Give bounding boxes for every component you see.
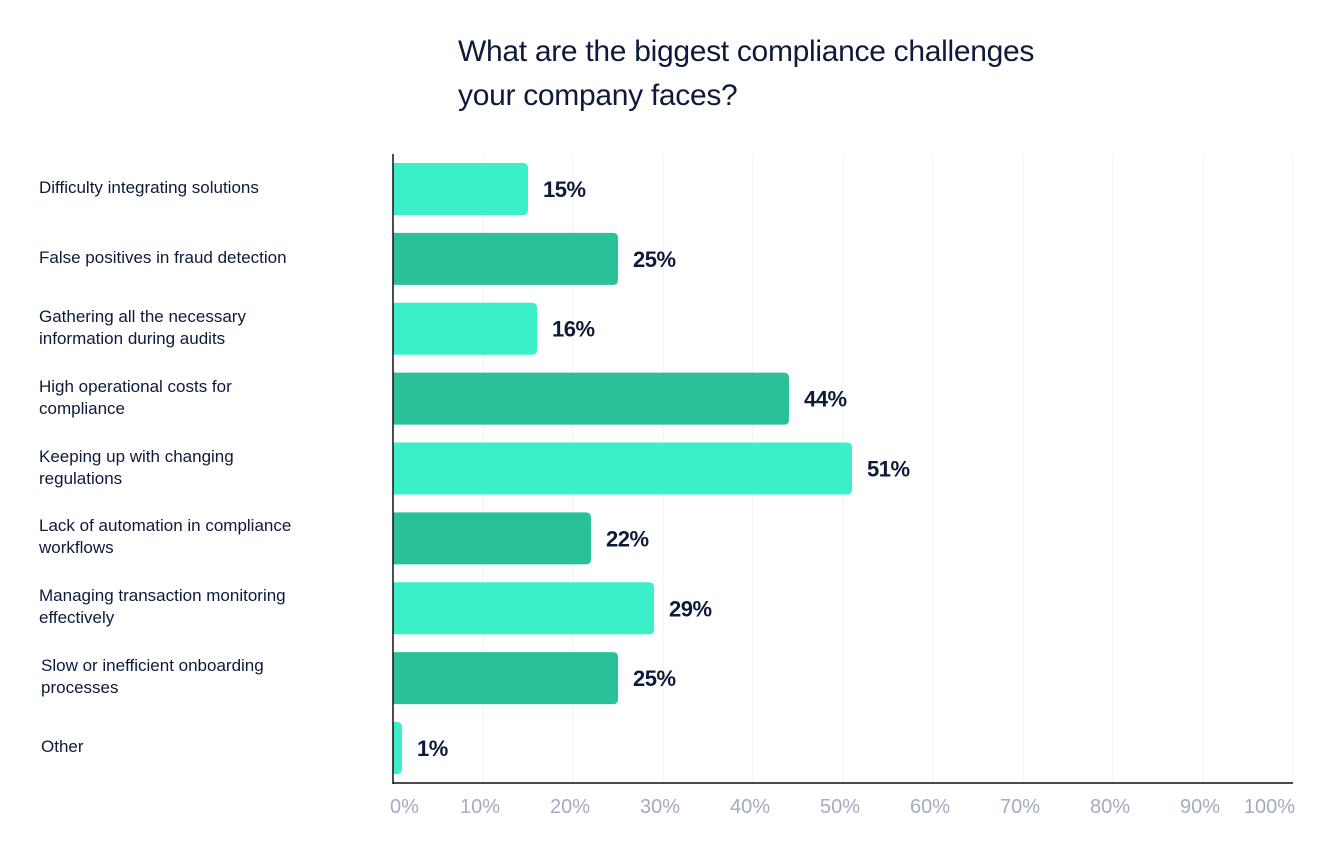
category-label-line: False positives in fraud detection: [39, 247, 287, 267]
category-label-6: Managing transaction monitoring effective…: [39, 585, 359, 629]
category-label-line: High operational costs for: [39, 376, 232, 396]
x-tick-label-70: 70%: [1000, 796, 1040, 818]
category-label-line: Slow or inefficient onboarding: [41, 656, 264, 676]
category-label-5: Lack of automation in compliance workflow…: [39, 515, 359, 559]
chart-title-line-1: What are the biggest compliance challeng…: [458, 35, 1035, 68]
category-label-3: High operational costs for compliance: [39, 376, 359, 420]
chart-title: What are the biggest compliance challeng…: [458, 30, 1158, 118]
x-tick-label-60: 60%: [910, 796, 950, 818]
bar-1: [393, 232, 618, 285]
value-label-0: 15%: [543, 177, 586, 202]
category-label-line: processes: [41, 678, 119, 698]
category-label-8: Other: [41, 736, 361, 758]
bar-3: [393, 372, 789, 425]
x-tick-label-30: 30%: [640, 796, 680, 818]
x-tick-label-40: 40%: [730, 796, 770, 818]
chart-title-line-2: your company faces?: [458, 79, 738, 112]
bar-6: [393, 582, 654, 635]
bar-5: [393, 512, 591, 565]
value-label-4: 51%: [867, 457, 910, 482]
category-label-line: regulations: [39, 468, 123, 488]
category-label-line: Keeping up with changing: [39, 446, 234, 466]
category-label-2: Gathering all the necessary information d…: [39, 306, 359, 350]
bar-7: [393, 652, 618, 705]
value-label-5: 22%: [606, 526, 649, 551]
value-label-8: 1%: [417, 736, 448, 761]
x-tick-label-10: 10%: [460, 796, 500, 818]
value-label-6: 29%: [669, 596, 712, 621]
x-tick-label-20: 20%: [550, 796, 590, 818]
category-label-line: Difficulty integrating solutions: [39, 177, 259, 197]
value-label-1: 25%: [633, 247, 676, 272]
axes: [392, 154, 1293, 784]
x-tick-label-100: 100%: [1244, 796, 1295, 818]
category-label-line: Other: [41, 737, 84, 757]
value-label-3: 44%: [804, 387, 847, 412]
category-label-line: Gathering all the necessary: [39, 306, 246, 326]
x-tick-label-80: 80%: [1090, 796, 1130, 818]
category-label-line: Managing transaction monitoring: [39, 586, 286, 606]
x-tick-label-50: 50%: [820, 796, 860, 818]
x-tick-label-90: 90%: [1180, 796, 1220, 818]
x-tick-labels: 0% 10% 20% 30% 40% 50% 60% 70% 80% 90% 100%: [390, 796, 1295, 818]
category-label-line: Lack of automation in compliance: [39, 516, 292, 536]
category-label-1: False positives in fraud detection: [39, 247, 359, 269]
bars: [393, 162, 852, 775]
bar-4: [393, 442, 852, 495]
category-label-line: workflows: [39, 538, 114, 558]
x-tick-label-0: 0%: [390, 796, 419, 818]
category-label-line: compliance: [39, 398, 125, 418]
value-labels: 15% 25% 16% 44% 51% 22% 29% 25% 1%: [417, 177, 910, 761]
category-label-line: effectively: [39, 608, 115, 628]
bar-8: [393, 722, 402, 775]
category-label-line: information during audits: [39, 328, 226, 348]
bar-0: [393, 162, 528, 215]
category-label-4: Keeping up with changing regulations: [39, 446, 359, 490]
bar-2: [393, 302, 537, 355]
value-label-7: 25%: [633, 666, 676, 691]
value-label-2: 16%: [552, 317, 595, 342]
category-label-0: Difficulty integrating solutions: [39, 177, 359, 199]
category-label-7: Slow or inefficient onboarding processes: [41, 655, 361, 699]
